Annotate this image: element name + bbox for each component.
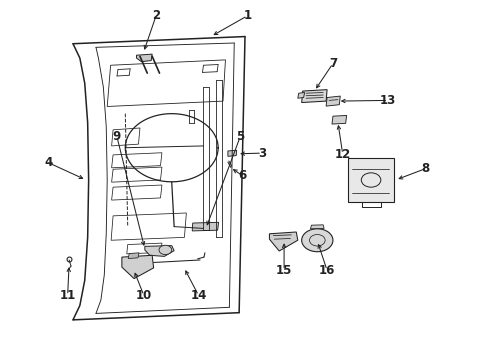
Text: 3: 3 <box>258 147 266 159</box>
Text: 12: 12 <box>335 148 351 161</box>
Text: 16: 16 <box>319 264 335 277</box>
Text: 11: 11 <box>59 289 76 302</box>
Polygon shape <box>270 232 298 251</box>
Polygon shape <box>122 255 154 279</box>
Text: 6: 6 <box>239 169 246 182</box>
Text: 1: 1 <box>244 9 251 22</box>
Text: 2: 2 <box>152 9 160 22</box>
Text: 15: 15 <box>276 264 292 277</box>
Polygon shape <box>347 158 394 202</box>
Text: 14: 14 <box>191 289 207 302</box>
Text: 8: 8 <box>422 162 430 175</box>
Polygon shape <box>137 54 152 62</box>
Text: 10: 10 <box>136 289 152 302</box>
Polygon shape <box>302 90 327 103</box>
Polygon shape <box>332 116 346 124</box>
Polygon shape <box>192 222 219 231</box>
Circle shape <box>302 229 333 252</box>
Text: 9: 9 <box>113 130 121 144</box>
Polygon shape <box>311 225 324 229</box>
Polygon shape <box>145 246 174 256</box>
Polygon shape <box>128 253 139 258</box>
Text: 4: 4 <box>45 156 53 169</box>
Text: 5: 5 <box>236 130 244 144</box>
Text: 7: 7 <box>329 57 337 70</box>
Text: 13: 13 <box>380 94 396 107</box>
Polygon shape <box>326 96 340 106</box>
Polygon shape <box>228 150 237 156</box>
Polygon shape <box>298 93 305 98</box>
Circle shape <box>159 245 171 255</box>
